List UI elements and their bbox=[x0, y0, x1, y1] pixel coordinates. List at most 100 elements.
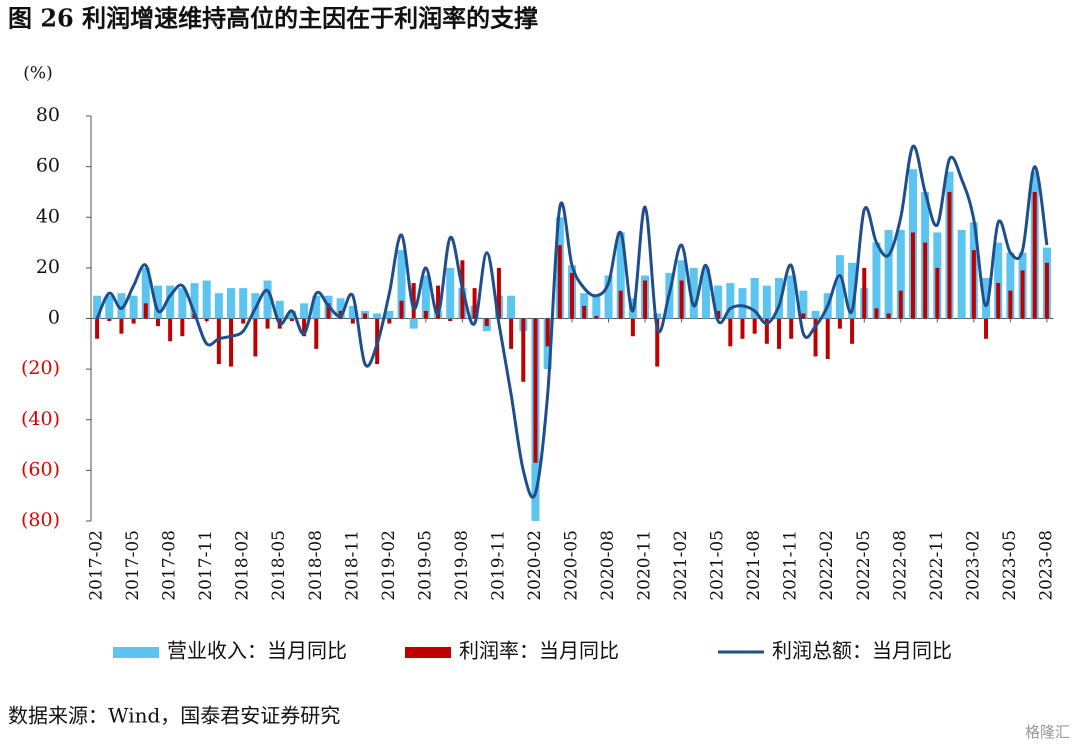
bar bbox=[835, 255, 844, 319]
bar bbox=[373, 313, 382, 319]
bar bbox=[557, 245, 562, 319]
x-tick-label: 2019-08 bbox=[452, 530, 472, 601]
bar bbox=[762, 285, 771, 319]
legend-label: 利润率：当月同比 bbox=[459, 639, 619, 663]
bar bbox=[263, 280, 272, 319]
x-tick-label: 2021-02 bbox=[671, 530, 691, 601]
bar bbox=[397, 250, 406, 319]
bar bbox=[227, 288, 236, 319]
bar bbox=[117, 293, 126, 319]
bar bbox=[168, 318, 173, 342]
bar bbox=[314, 318, 319, 349]
bar bbox=[533, 318, 538, 463]
bar bbox=[764, 318, 769, 344]
bar bbox=[421, 275, 430, 319]
x-tick-label: 2021-08 bbox=[744, 530, 764, 601]
bar bbox=[862, 267, 867, 319]
bar bbox=[618, 290, 623, 319]
y-tick-label: 40 bbox=[36, 205, 60, 227]
bar bbox=[837, 318, 842, 329]
bar bbox=[229, 318, 234, 367]
bar bbox=[811, 310, 820, 319]
chart-title: 图 26 利润增速维持高位的主因在于利润率的支撑 bbox=[8, 4, 538, 33]
x-tick-label: 2018-02 bbox=[233, 530, 253, 601]
bar bbox=[484, 318, 489, 327]
bar bbox=[898, 290, 903, 319]
bar bbox=[385, 310, 394, 319]
bar bbox=[604, 275, 613, 319]
legend-label: 营业收入：当月同比 bbox=[167, 639, 347, 663]
bar bbox=[326, 303, 331, 319]
x-tick-label: 2020-05 bbox=[562, 530, 582, 601]
bar bbox=[253, 318, 258, 357]
y-tick-label: 80 bbox=[36, 104, 60, 126]
bar bbox=[825, 318, 830, 359]
x-tick-label: 2023-05 bbox=[1000, 530, 1020, 601]
bar bbox=[448, 318, 453, 322]
bar bbox=[799, 290, 808, 319]
bar bbox=[813, 318, 818, 357]
bar bbox=[348, 305, 357, 319]
bar bbox=[714, 285, 723, 319]
bar bbox=[592, 295, 601, 319]
y-tick-label: 0 bbox=[48, 307, 60, 329]
x-tick-label: 2023-08 bbox=[1036, 530, 1056, 601]
bar bbox=[472, 288, 477, 319]
bar bbox=[775, 278, 784, 319]
x-tick-label: 2022-11 bbox=[927, 530, 947, 601]
bar bbox=[1006, 252, 1015, 319]
bar bbox=[141, 267, 150, 319]
bar bbox=[153, 285, 162, 319]
bar bbox=[95, 318, 100, 339]
bar bbox=[716, 310, 721, 319]
bar bbox=[362, 313, 367, 319]
bar bbox=[178, 288, 187, 319]
bar bbox=[300, 303, 309, 319]
bar bbox=[129, 295, 138, 319]
bar bbox=[302, 318, 307, 337]
bar bbox=[984, 318, 989, 339]
bar bbox=[1020, 270, 1025, 319]
bar bbox=[1044, 262, 1049, 319]
x-tick-label: 2017-05 bbox=[123, 530, 143, 601]
x-tick-label: 2018-11 bbox=[342, 530, 362, 601]
x-tick-label: 2021-11 bbox=[781, 530, 801, 601]
bar bbox=[910, 232, 915, 319]
line bbox=[95, 144, 1049, 499]
bar bbox=[630, 318, 635, 337]
x-tick-label: 2017-11 bbox=[196, 530, 216, 601]
bar bbox=[726, 283, 735, 319]
bar bbox=[131, 318, 136, 324]
bar bbox=[446, 267, 455, 319]
legend-swatch bbox=[405, 647, 451, 658]
bar bbox=[679, 280, 684, 319]
bar bbox=[411, 283, 416, 319]
bar bbox=[239, 288, 248, 319]
x-tick-label: 2022-02 bbox=[817, 530, 837, 601]
bar bbox=[275, 300, 284, 319]
bar bbox=[994, 242, 1003, 319]
bar bbox=[202, 280, 211, 319]
y-tick-label: (60) bbox=[21, 458, 60, 480]
x-tick-label: 2019-05 bbox=[415, 530, 435, 601]
source: 数据来源：Wind，国泰君安证券研究 bbox=[8, 704, 340, 728]
bar bbox=[216, 318, 221, 365]
bar bbox=[896, 229, 905, 319]
bar bbox=[312, 295, 321, 319]
bar bbox=[387, 318, 392, 324]
bar bbox=[616, 232, 625, 319]
y-tick-label: (20) bbox=[21, 357, 60, 379]
x-tick-label: 2022-05 bbox=[854, 530, 874, 601]
bar bbox=[409, 318, 418, 329]
y-tick-label: 20 bbox=[36, 256, 60, 278]
x-tick-label: 2019-11 bbox=[488, 530, 508, 601]
bar bbox=[336, 298, 345, 319]
bar bbox=[848, 262, 857, 319]
bar bbox=[957, 229, 966, 319]
bar bbox=[874, 308, 879, 319]
bar bbox=[923, 242, 928, 319]
bar bbox=[204, 318, 209, 322]
bar bbox=[884, 229, 893, 319]
bar bbox=[507, 295, 516, 319]
